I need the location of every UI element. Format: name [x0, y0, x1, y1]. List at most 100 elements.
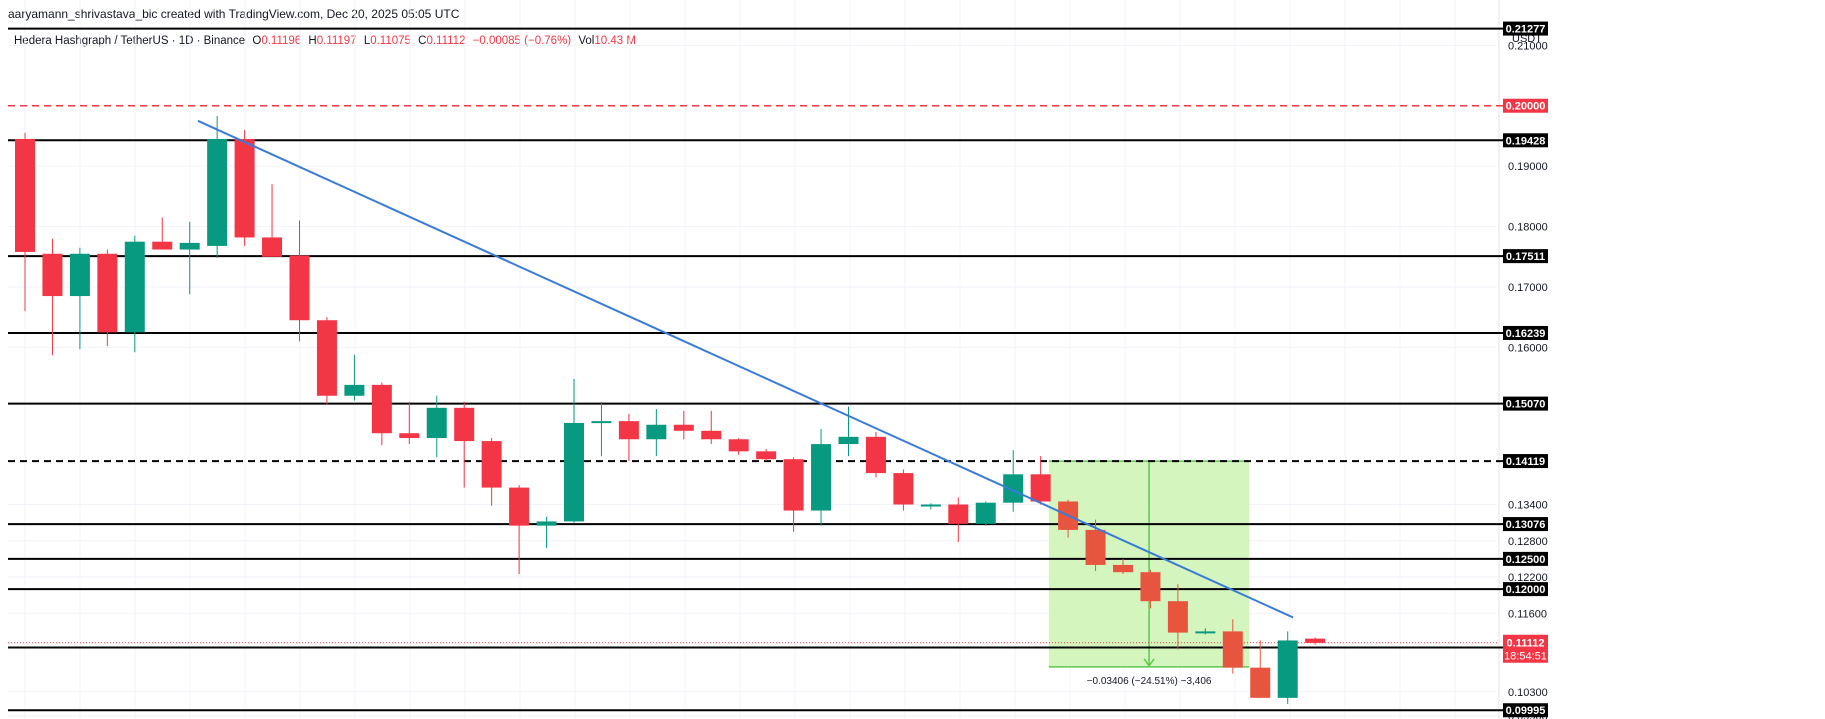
candle[interactable]	[756, 448, 777, 462]
candle[interactable]	[948, 497, 969, 542]
candle[interactable]	[1305, 637, 1326, 645]
candle[interactable]	[399, 401, 420, 445]
trendline[interactable]	[197, 119, 1294, 619]
candle-body	[1003, 474, 1024, 503]
close-value: 0.11112	[426, 35, 466, 47]
candle[interactable]	[42, 238, 63, 356]
candle[interactable]	[1195, 628, 1216, 635]
candle[interactable]	[920, 503, 941, 510]
candlestick-series[interactable]	[15, 116, 1326, 704]
candle[interactable]	[701, 410, 722, 445]
candle[interactable]	[865, 432, 886, 478]
candle-body	[426, 407, 447, 439]
candle[interactable]	[1030, 456, 1051, 505]
price-badge-0.19428[interactable]: 0.19428	[1503, 133, 1548, 148]
price-badge-0.09995[interactable]: 0.09995	[1503, 703, 1548, 718]
open-value: 0.11196	[261, 35, 302, 47]
candle[interactable]	[152, 217, 173, 250]
candle[interactable]	[646, 409, 667, 457]
price-tick-label: 0.17000	[1508, 282, 1548, 294]
candle[interactable]	[316, 317, 337, 405]
candle[interactable]	[618, 413, 639, 462]
candle[interactable]	[262, 184, 283, 257]
support-resistance-levels[interactable]	[8, 27, 1547, 712]
candle[interactable]	[1113, 558, 1133, 574]
price-badge-0.12000-text: 0.12000	[1506, 584, 1546, 596]
candle[interactable]	[591, 401, 612, 457]
symbol-name[interactable]: Hedera Hashgraph / TetherUS · 1D · Binan…	[14, 35, 246, 47]
candle[interactable]	[728, 438, 749, 455]
price-badge-0.15070-bg	[1503, 396, 1548, 411]
candle-body	[1140, 572, 1161, 602]
candle-body	[783, 459, 804, 511]
candle[interactable]	[371, 382, 392, 446]
price-tick-label: 0.21000	[1508, 40, 1548, 52]
price-badge-0.17511[interactable]: 0.17511	[1503, 249, 1548, 264]
candle[interactable]	[179, 221, 200, 295]
candle-body	[673, 424, 694, 431]
candle[interactable]	[564, 378, 584, 523]
volume-label: Vol	[578, 35, 595, 47]
candle[interactable]	[811, 428, 832, 526]
candle[interactable]	[536, 516, 557, 549]
candle[interactable]	[1250, 640, 1271, 698]
price-tick-label: 0.19000	[1508, 161, 1548, 173]
candle-body	[97, 253, 118, 333]
candle[interactable]	[893, 469, 914, 511]
price-badge-0.15070[interactable]: 0.15070	[1503, 396, 1548, 411]
chart-grid	[8, 0, 1500, 719]
candle[interactable]	[1167, 584, 1188, 650]
candle[interactable]	[975, 501, 996, 526]
candle[interactable]	[783, 457, 804, 532]
candle[interactable]	[97, 249, 118, 347]
descending-trendline[interactable]	[197, 119, 1294, 619]
price-badge-0.21277-bg	[1503, 21, 1548, 36]
price-badge-0.21277[interactable]: 0.21277	[1503, 21, 1548, 36]
candle[interactable]	[69, 247, 90, 350]
candle-body	[920, 504, 941, 507]
price-badge-0.12000[interactable]: 0.12000	[1503, 582, 1548, 597]
candle[interactable]	[1003, 450, 1024, 512]
currency-label: USDT	[1512, 33, 1542, 45]
candle[interactable]	[344, 354, 365, 401]
candle[interactable]	[509, 485, 530, 574]
candle-body	[536, 521, 557, 526]
candle[interactable]	[481, 438, 502, 506]
candle[interactable]	[15, 132, 35, 312]
price-range-measure[interactable]: −0.03406 (−24.51%) −3,406	[1048, 460, 1250, 687]
price-badge-0.15070-text: 0.15070	[1506, 399, 1546, 411]
candle[interactable]	[1140, 569, 1161, 609]
price-badge-0.14119[interactable]: 0.14119	[1503, 454, 1548, 469]
candle-body	[344, 384, 365, 396]
candle-body	[124, 241, 145, 333]
candle[interactable]	[207, 116, 228, 258]
candle[interactable]	[234, 129, 255, 246]
price-badge-0.16239[interactable]: 0.16239	[1503, 325, 1548, 340]
close-label: C	[418, 35, 427, 47]
price-badge-0.12500[interactable]: 0.12500	[1503, 551, 1548, 566]
candle[interactable]	[426, 395, 447, 458]
candle-body	[1305, 638, 1326, 643]
price-badge-0.13076[interactable]: 0.13076	[1503, 517, 1548, 532]
price-tick-label: 0.12800	[1508, 536, 1548, 548]
candle-body	[179, 242, 200, 250]
candle[interactable]	[289, 220, 310, 342]
candle[interactable]	[1277, 631, 1298, 704]
candle-body	[975, 502, 996, 524]
candle-body	[1195, 631, 1216, 634]
candle[interactable]	[1222, 619, 1243, 674]
candle-body	[1167, 601, 1188, 633]
price-badge-0.16239-bg	[1503, 325, 1548, 340]
candle-body	[481, 441, 502, 488]
candle[interactable]	[454, 401, 475, 488]
price-badge-0.20000[interactable]: 0.20000	[1503, 98, 1548, 113]
candle-body	[865, 436, 886, 474]
candle[interactable]	[838, 406, 859, 457]
symbol-legend: Hedera Hashgraph / TetherUS · 1D · Binan…	[14, 35, 636, 47]
volume-value: 10.43 M	[594, 35, 636, 47]
candle[interactable]	[673, 410, 694, 440]
candle[interactable]	[124, 235, 145, 353]
